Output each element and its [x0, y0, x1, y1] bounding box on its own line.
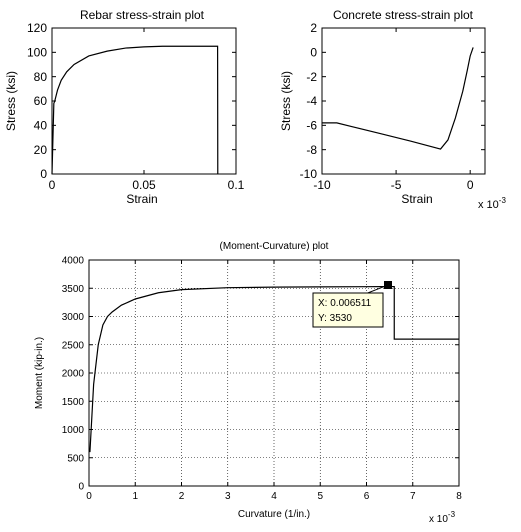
- moment-curvature-x-tick-label: 2: [179, 491, 185, 502]
- rebar-chart-title: Rebar stress-strain plot: [80, 8, 205, 22]
- moment-curvature-y-tick-label: 500: [67, 453, 84, 464]
- moment-curvature-x-tick-label: 5: [317, 491, 323, 502]
- concrete-y-axis-label: Stress (ksi): [279, 71, 293, 131]
- moment-curvature-chart-title: (Moment-Curvature) plot: [220, 241, 329, 252]
- concrete-x-tick-label: -10: [313, 178, 331, 192]
- concrete-y-tick-label: -10: [300, 167, 318, 181]
- moment-curvature-y-tick-label: 2500: [62, 340, 85, 351]
- concrete-plot-area: [321, 27, 486, 175]
- rebar-x-tick-label: 0.1: [228, 178, 245, 192]
- concrete-x-tick-label: -5: [391, 178, 402, 192]
- moment-curvature-y-tick-label: 3500: [62, 284, 85, 295]
- concrete-marks: -10 -5 0 -10 -8 -6 -4 -2 0 2: [300, 21, 485, 192]
- rebar-y-tick-label: 0: [40, 167, 47, 181]
- moment-curvature-x-tick-label: 1: [132, 491, 138, 502]
- concrete-x-exponent-power: -3: [499, 196, 507, 205]
- rebar-y-tick-label: 40: [34, 119, 48, 133]
- datatip-marker[interactable]: [384, 281, 392, 289]
- datatip-box[interactable]: [312, 292, 384, 328]
- moment-curvature-x-tick-label: 3: [225, 491, 231, 502]
- concrete-y-tick-label: -6: [306, 119, 317, 133]
- rebar-y-axis-label: Stress (ksi): [4, 71, 18, 131]
- moment-curvature-y-axis-label: Moment (kip-in.): [34, 337, 45, 409]
- concrete-stress-strain-chart: Concrete stress-strain plot -10 -5 0-10-8-…: [279, 8, 506, 211]
- rebar-stress-strain-chart: Rebar stress-strain plot 0 0.05 0.1 0 20 40 60…: [4, 8, 245, 206]
- rebar-x-tick-label: 0.05: [132, 178, 156, 192]
- concrete-y-tick-label: -8: [306, 143, 317, 157]
- moment-curvature-x-axis-label: Curvature (1/in.): [238, 509, 310, 520]
- rebar-x-tick-label: 0: [49, 178, 56, 192]
- moment-curvature-x-exponent: x 10-3: [429, 510, 456, 525]
- moment-curvature-y-tick-label: 3000: [62, 312, 85, 323]
- moment-curvature-x-tick-label: 6: [364, 491, 370, 502]
- concrete-y-tick-label: 0: [310, 46, 317, 60]
- datatip-x-label: X: 0.006511: [318, 298, 372, 309]
- concrete-y-tick-label: 2: [310, 21, 317, 35]
- rebar-y-tick-label: 20: [34, 143, 48, 157]
- moment-curvature-chart: (Moment-Curvature) plot 0 1 2 3 4 5 6 7 8 0 500 100…: [34, 241, 462, 525]
- moment-curvature-y-tick-label: 1500: [62, 397, 85, 408]
- rebar-y-tick-label: 80: [34, 70, 48, 84]
- moment-curvature-x-exponent-power: -3: [448, 510, 456, 519]
- rebar-y-tick-label: 120: [27, 21, 47, 35]
- datatip-y-label: Y: 3530: [318, 313, 352, 324]
- concrete-x-axis-label: Strain: [401, 192, 432, 206]
- moment-curvature-x-tick-label: 8: [456, 491, 462, 502]
- concrete-series-line: [322, 47, 474, 150]
- concrete-x-tick-label: 0: [467, 178, 474, 192]
- moment-curvature-y-tick-label: 0: [78, 482, 84, 493]
- rebar-plot-area: [51, 27, 237, 175]
- concrete-chart-title: Concrete stress-strain plot: [333, 8, 474, 22]
- moment-curvature-x-tick-label: 7: [410, 491, 416, 502]
- moment-curvature-x-tick-label: 0: [86, 491, 92, 502]
- moment-curvature-x-tick-label: 4: [271, 491, 277, 502]
- rebar-y-tick-label: 60: [34, 94, 48, 108]
- concrete-y-tick-label: -2: [306, 70, 317, 84]
- rebar-x-axis-label: Strain: [126, 192, 157, 206]
- moment-curvature-y-tick-label: 1000: [62, 425, 85, 436]
- rebar-marks: 0 0.05 0.1 0 20 40 60 80 100 120: [27, 21, 245, 192]
- moment-curvature-y-tick-label: 4000: [62, 256, 85, 267]
- datatip[interactable]: X: 0.006511 Y: 3530: [312, 281, 392, 328]
- rebar-y-tick-label: 100: [27, 46, 47, 60]
- moment-curvature-y-tick-label: 2000: [62, 369, 85, 380]
- concrete-x-exponent: x 10-3: [478, 196, 506, 211]
- rebar-series-line: [51, 45, 219, 175]
- concrete-y-tick-label: -4: [306, 94, 317, 108]
